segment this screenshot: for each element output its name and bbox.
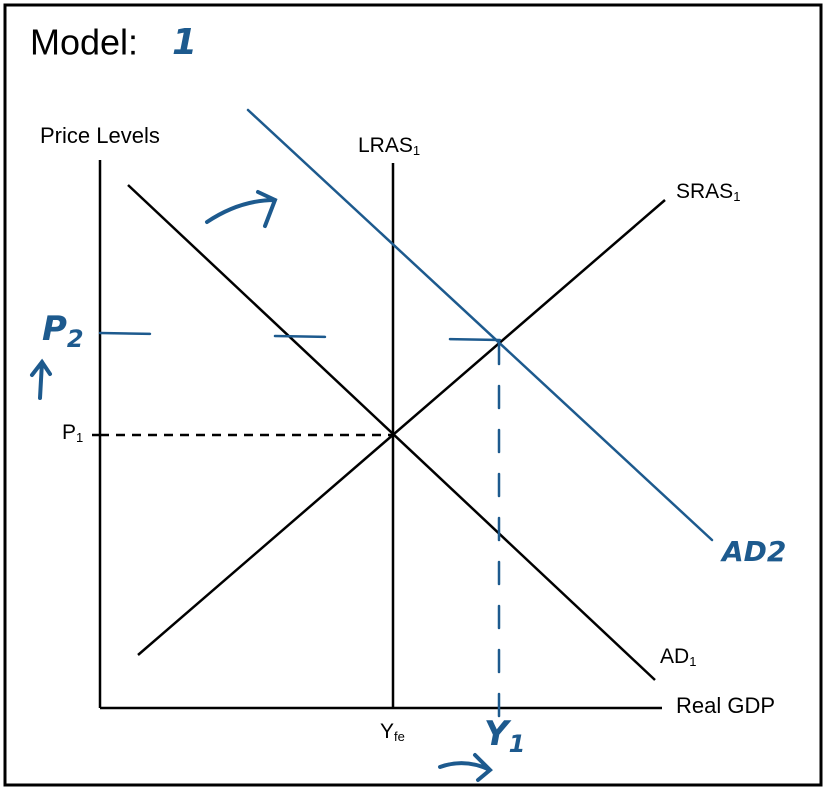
blue-lines — [30, 108, 714, 782]
lras-sub: 1 — [413, 143, 420, 158]
yfe-sub: fe — [394, 729, 405, 744]
ad2-sub: 2 — [767, 535, 786, 568]
yfe-text: Y — [380, 720, 394, 743]
ad1-sub: 1 — [689, 654, 696, 669]
p2-sub: 2 — [67, 325, 84, 353]
title: Model: — [30, 22, 138, 63]
p1-sub: 1 — [76, 430, 83, 445]
lras-text: LRAS — [358, 134, 413, 157]
x-axis-label: Real GDP — [676, 693, 775, 718]
p1-label: P1 — [62, 421, 83, 446]
model-number: 1 — [172, 22, 197, 63]
shift-arrow — [205, 190, 278, 228]
y1-text: Y — [484, 714, 512, 754]
y1-label: Y1 — [484, 714, 525, 759]
ad1-line — [127, 184, 656, 681]
ad1-label: AD1 — [660, 645, 696, 670]
y-arrow — [438, 753, 493, 782]
sras-line — [137, 199, 666, 656]
lras-label: LRAS1 — [358, 134, 420, 159]
frame — [3, 3, 823, 787]
p1-text: P — [62, 421, 76, 444]
p2-label: P2 — [42, 309, 84, 354]
yfe-label: Yfe — [380, 720, 405, 745]
ad1-text: AD — [660, 645, 689, 668]
ad2-label: AD2 — [720, 535, 786, 568]
black-lines — [92, 160, 666, 710]
sras-text: SRAS — [676, 180, 733, 203]
p2-text: P — [42, 309, 67, 349]
p-arrow — [30, 358, 52, 400]
y-axis-label: Price Levels — [40, 123, 160, 148]
p2-dashed — [98, 331, 502, 342]
ad2-line — [246, 108, 714, 542]
ad2-text: AD — [720, 535, 767, 568]
y1-sub: 1 — [509, 730, 526, 758]
sras-sub: 1 — [733, 189, 740, 204]
sras-label: SRAS1 — [676, 180, 740, 205]
